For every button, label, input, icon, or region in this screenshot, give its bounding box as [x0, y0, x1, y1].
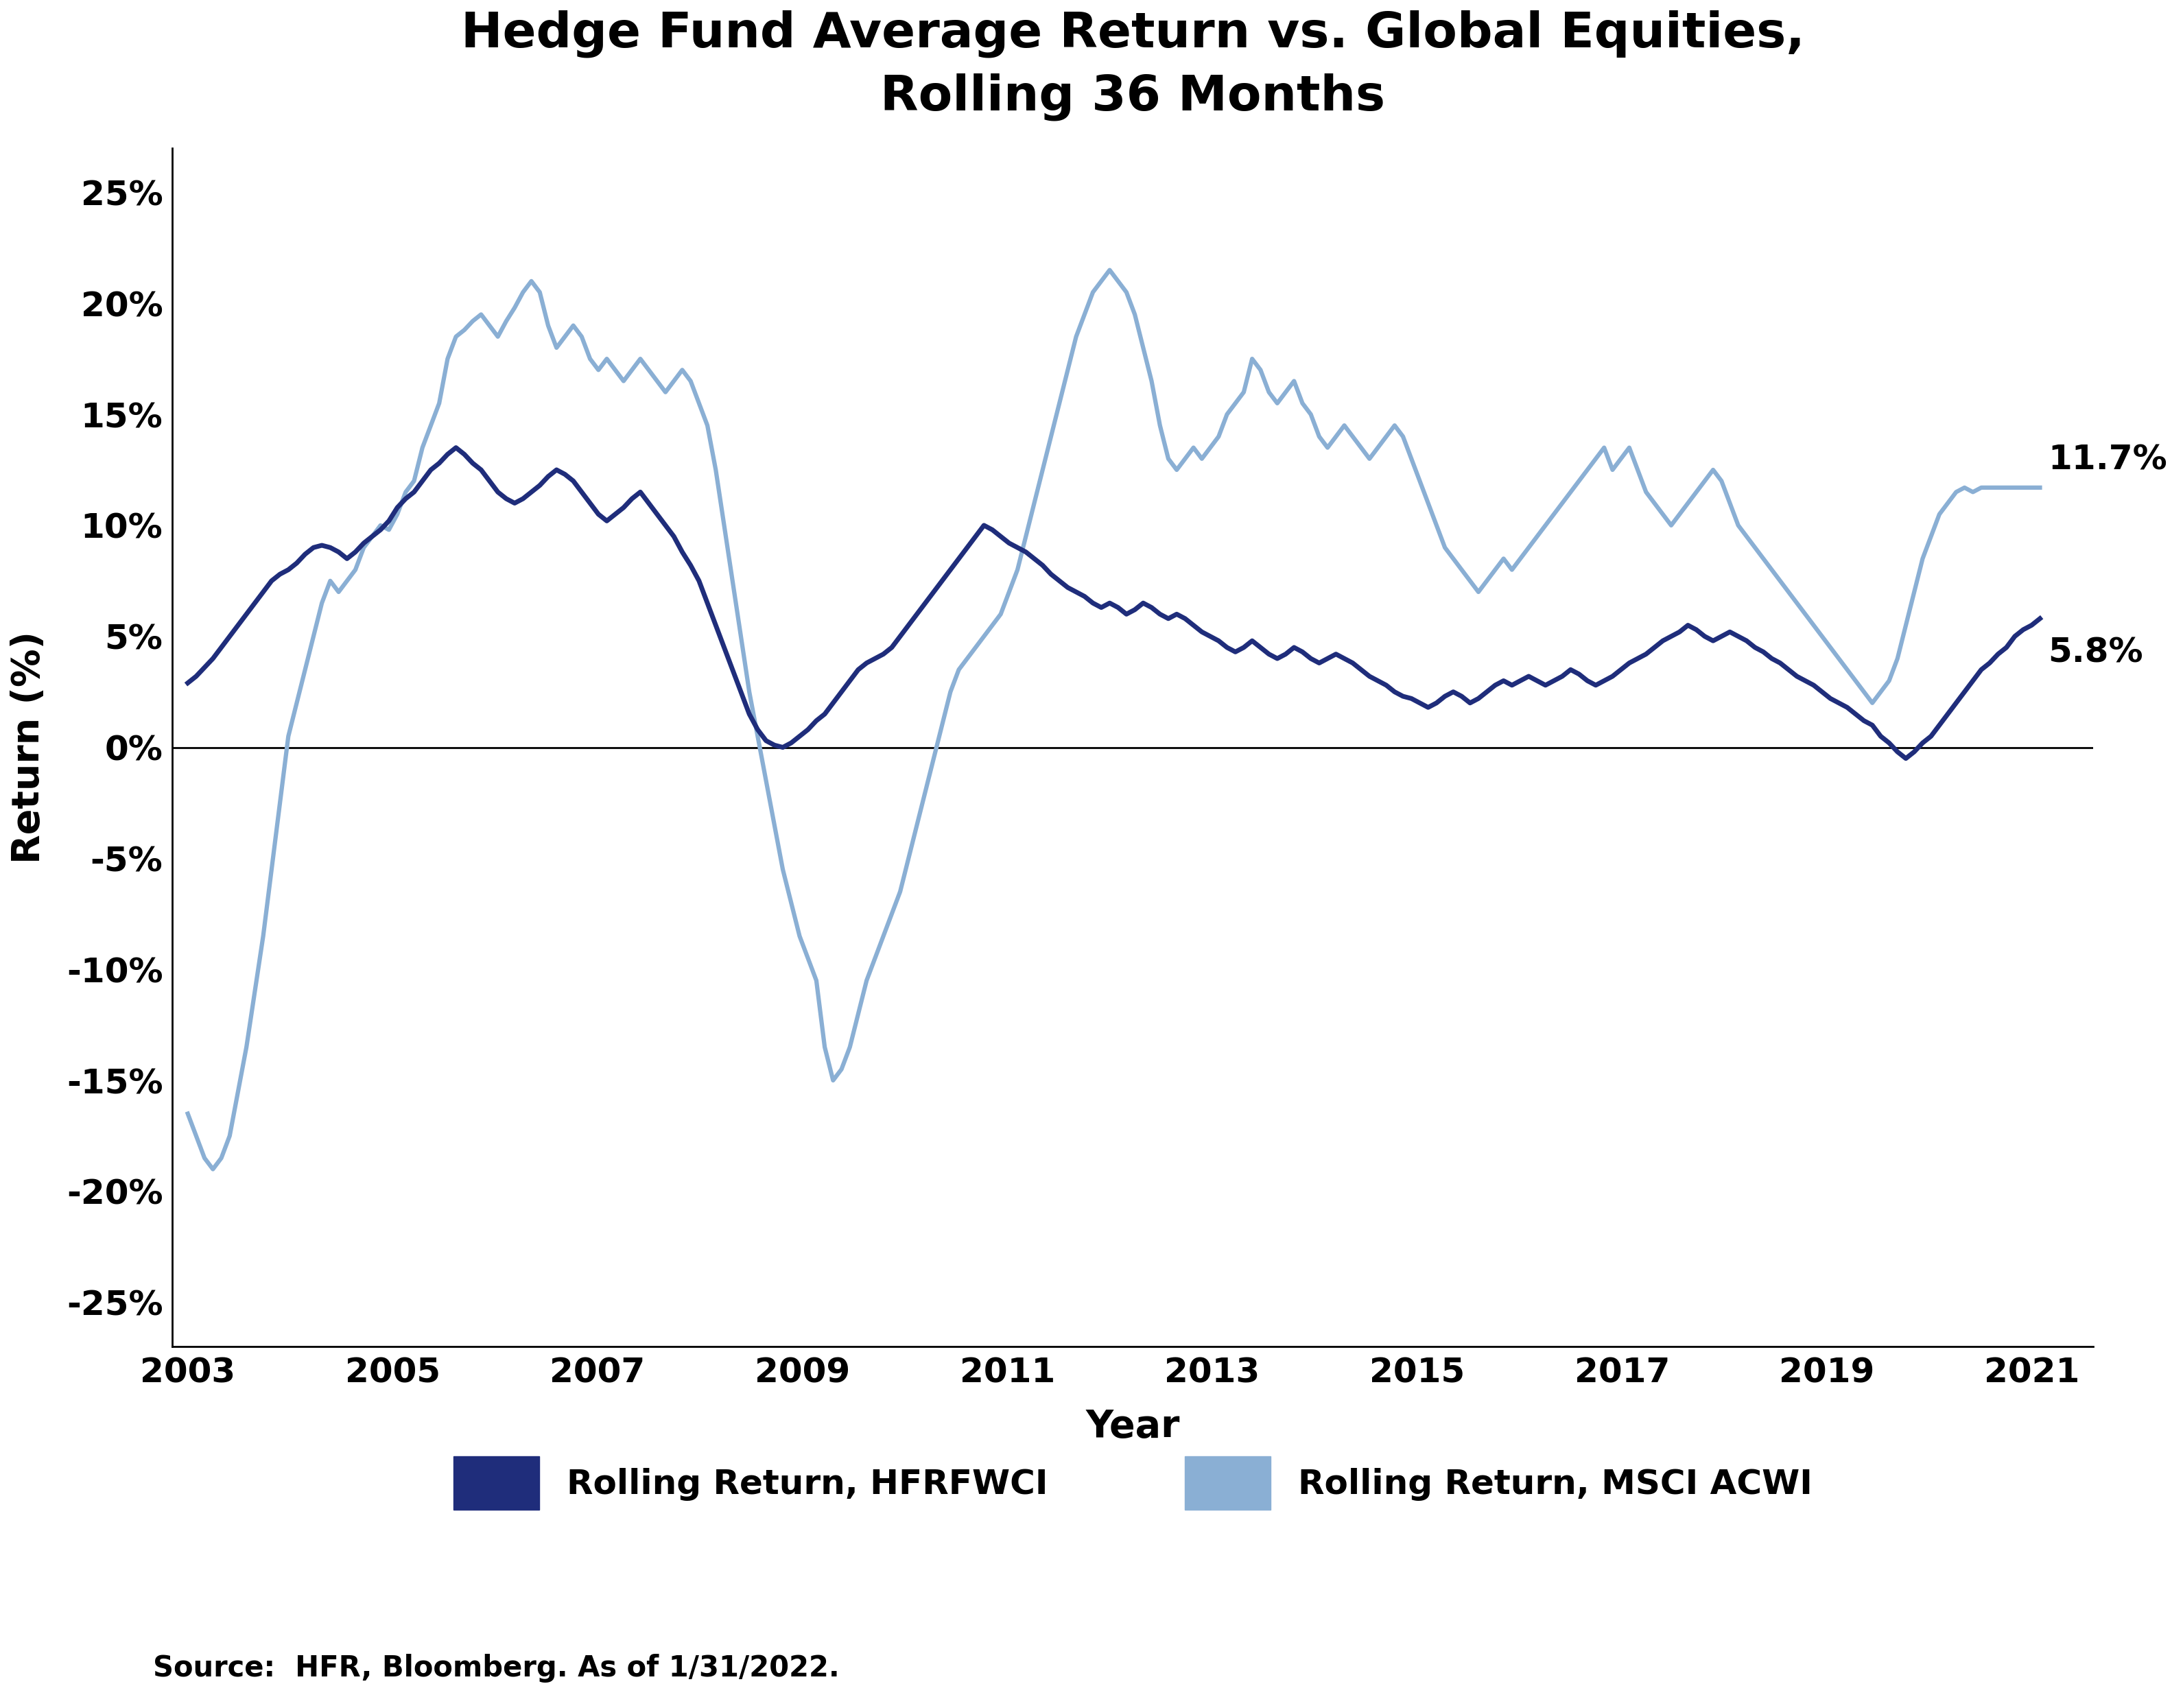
Rolling Return, HFRFWCI [2026, 608, 2052, 629]
Rolling Return, MSCI ACWI [1096, 260, 1122, 280]
Rolling Return, MSCI ACWI [1869, 681, 1895, 702]
Rolling Return, HFRFWCI [694, 593, 720, 613]
Title: Hedge Fund Average Return vs. Global Equities,
Rolling 36 Months: Hedge Fund Average Return vs. Global Equ… [461, 10, 1805, 121]
Rolling Return, MSCI ACWI [694, 415, 720, 436]
Text: Source:  HFR, Bloomberg. As of 1/31/2022.: Source: HFR, Bloomberg. As of 1/31/2022. [153, 1653, 840, 1682]
Line: Rolling Return, MSCI ACWI: Rolling Return, MSCI ACWI [188, 270, 2039, 1170]
Rolling Return, MSCI ACWI [417, 415, 443, 436]
Rolling Return, HFRFWCI [175, 673, 201, 693]
Rolling Return, HFRFWCI [443, 437, 469, 458]
Text: 11.7%: 11.7% [2048, 444, 2168, 477]
Rolling Return, MSCI ACWI [201, 1160, 227, 1180]
Rolling Return, MSCI ACWI [175, 1103, 201, 1124]
Rolling Return, MSCI ACWI [795, 948, 821, 968]
Rolling Return, HFRFWCI [410, 471, 437, 492]
X-axis label: Year: Year [1085, 1409, 1181, 1445]
Rolling Return, HFRFWCI [845, 659, 871, 680]
Rolling Return, MSCI ACWI [2026, 477, 2052, 497]
Rolling Return, MSCI ACWI [845, 1004, 871, 1025]
Y-axis label: Return (%): Return (%) [11, 630, 48, 864]
Rolling Return, HFRFWCI [795, 719, 821, 740]
Legend: Rolling Return, HFRFWCI, Rolling Return, MSCI ACWI: Rolling Return, HFRFWCI, Rolling Return,… [454, 1457, 1812, 1510]
Rolling Return, MSCI ACWI [258, 859, 284, 880]
Rolling Return, HFRFWCI [1860, 716, 1886, 736]
Line: Rolling Return, HFRFWCI: Rolling Return, HFRFWCI [188, 447, 2039, 758]
Rolling Return, HFRFWCI [1893, 748, 1919, 769]
Text: 5.8%: 5.8% [2048, 637, 2144, 670]
Rolling Return, HFRFWCI [251, 582, 277, 603]
